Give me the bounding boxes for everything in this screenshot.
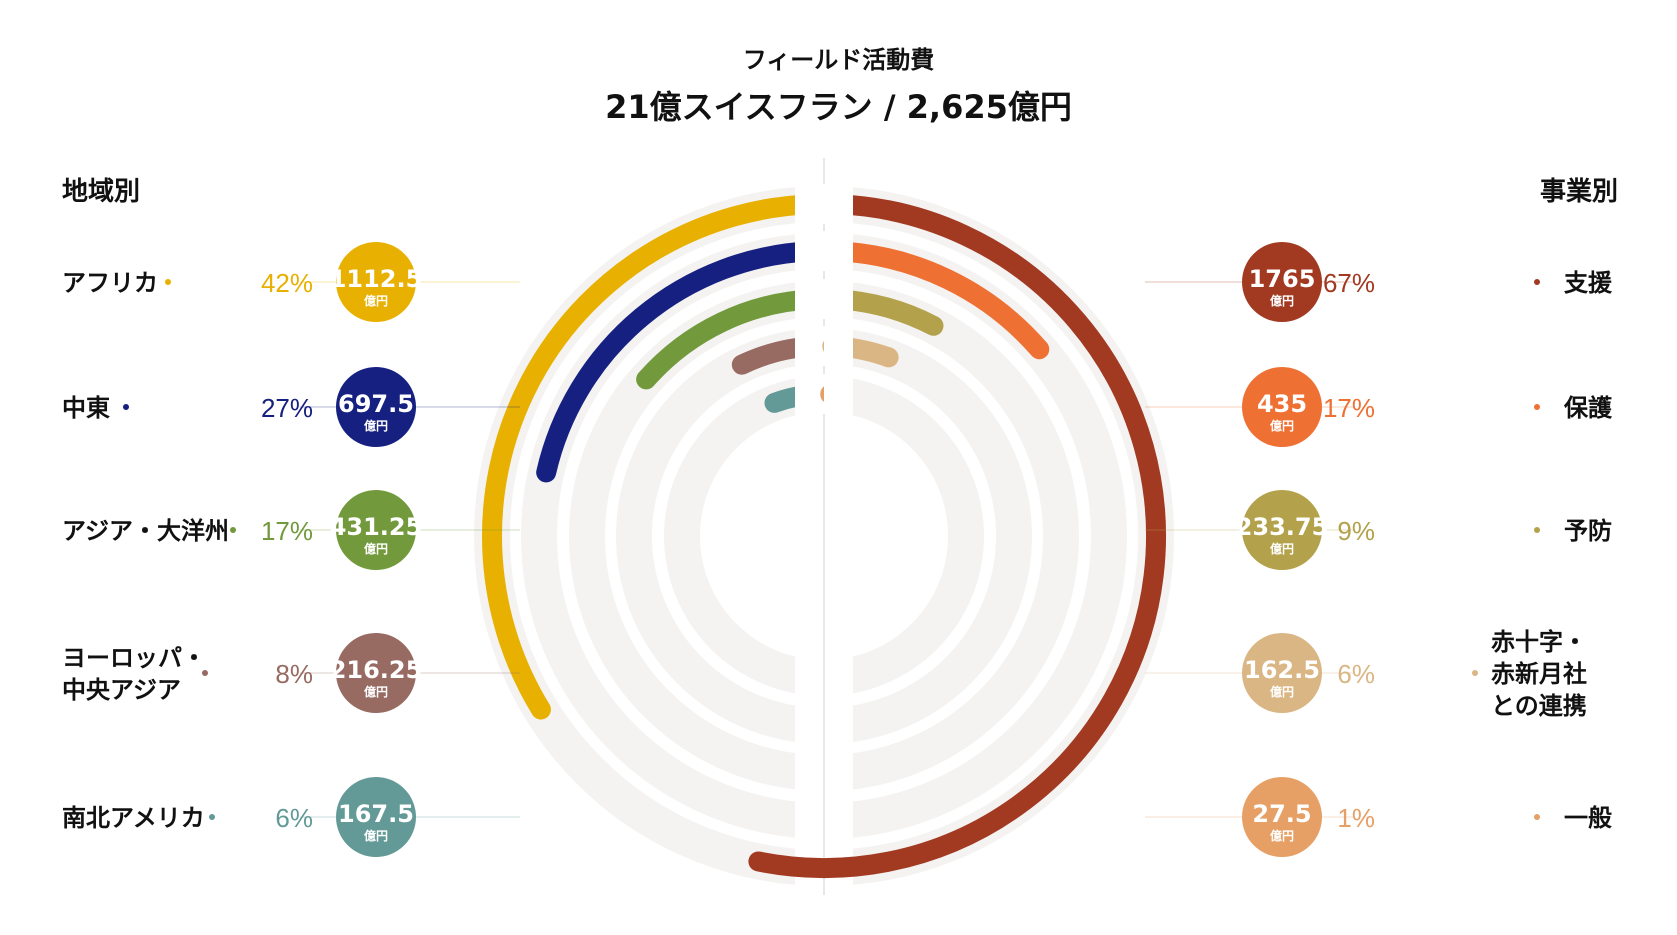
region-dot-1 (165, 279, 171, 285)
program-dot-4 (1472, 670, 1478, 676)
label-line: 中央アジア (62, 676, 181, 704)
region-value-bubble (336, 242, 416, 322)
program-value-bubble (1242, 633, 1322, 713)
region-label: ヨーロッパ・中央アジア (62, 644, 206, 704)
arc-cap-mask (795, 279, 824, 319)
label-line: との連携 (1491, 692, 1587, 720)
value-unit: 億円 (364, 684, 388, 699)
arc-cap-mask (824, 184, 853, 224)
arc-cap-mask (824, 231, 853, 271)
program-percent: 1% (1337, 803, 1375, 833)
label-line: 赤新月社 (1491, 660, 1587, 688)
region-value-bubble (336, 633, 416, 713)
value-unit: 億円 (364, 541, 388, 556)
arc-cap-mask (795, 326, 824, 366)
arc-cap-mask (795, 231, 824, 271)
program-percent: 9% (1337, 516, 1375, 546)
region-value-bubble (336, 367, 416, 447)
region-arc-1 (482, 194, 820, 720)
label-line: 中東 (62, 394, 110, 422)
arc-cap-mask (824, 326, 853, 366)
value-unit: 億円 (1270, 541, 1294, 556)
region-label: 中東 (62, 394, 110, 422)
region-value-bubble (336, 777, 416, 857)
chart-title: 21億スイスフラン / 2,625億円 (605, 88, 1072, 126)
program-value-bubble (1242, 490, 1322, 570)
program-dot-2 (1534, 404, 1540, 410)
program-label: 予防 (1564, 517, 1612, 545)
value-unit: 億円 (1270, 828, 1294, 843)
arc-cap-mask (795, 184, 824, 224)
region-percent: 6% (275, 803, 313, 833)
region-value: 431.25 (330, 513, 423, 541)
label-line: アフリカ (62, 269, 158, 297)
program-label: 赤十字・赤新月社との連携 (1491, 628, 1587, 720)
program-arc-1 (748, 194, 1166, 878)
program-dot-5 (1534, 814, 1540, 820)
value-unit: 億円 (364, 828, 388, 843)
program-label: 保護 (1563, 394, 1613, 422)
region-value: 216.25 (330, 656, 423, 684)
region-value: 697.5 (338, 390, 414, 418)
program-value-bubble (1242, 777, 1322, 857)
region-value: 1112.5 (330, 265, 423, 293)
arc-cap-mask (824, 374, 853, 414)
label-line: 赤十字・ (1491, 628, 1587, 656)
program-arc-2 (826, 241, 1050, 360)
value-unit: 億円 (1270, 418, 1294, 433)
arc-cap-mask (824, 279, 853, 319)
program-value: 162.5 (1244, 656, 1320, 684)
label-line: 保護 (1563, 394, 1613, 422)
program-value: 1765 (1249, 265, 1316, 293)
value-unit: 億円 (364, 418, 388, 433)
program-dot-3 (1534, 527, 1540, 533)
region-value-bubble (336, 490, 416, 570)
region-arc-2 (536, 241, 822, 483)
program-value: 435 (1257, 390, 1307, 418)
program-value: 27.5 (1252, 800, 1311, 828)
program-percent: 6% (1337, 659, 1375, 689)
region-dot-2 (123, 404, 129, 410)
program-value: 233.75 (1236, 513, 1329, 541)
value-unit: 億円 (1270, 684, 1294, 699)
region-label: アフリカ (62, 269, 158, 297)
region-label: 南北アメリカ (62, 804, 205, 832)
region-dot-3 (230, 527, 236, 533)
value-unit: 億円 (1270, 293, 1294, 308)
region-dot-5 (209, 814, 215, 820)
chart-subtitle: フィールド活動費 (742, 46, 935, 74)
label-line: アジア・大洋州 (62, 517, 229, 545)
region-dot-4 (202, 670, 208, 676)
region-percent: 42% (261, 268, 313, 298)
region-value: 167.5 (338, 800, 414, 828)
label-line: 支援 (1564, 269, 1613, 297)
region-percent: 17% (261, 516, 313, 546)
program-dot-1 (1534, 279, 1540, 285)
region-arc-3 (636, 289, 824, 390)
label-line: 南北アメリカ (62, 804, 205, 832)
program-percent: 67% (1323, 268, 1375, 298)
program-heading: 事業別 (1540, 177, 1618, 207)
program-percent: 17% (1323, 393, 1375, 423)
program-label: 一般 (1564, 804, 1612, 832)
region-heading: 地域別 (62, 177, 140, 207)
program-value-bubble (1242, 242, 1322, 322)
region-percent: 8% (275, 659, 313, 689)
value-unit: 億円 (364, 293, 388, 308)
label-line: ヨーロッパ・ (62, 644, 206, 672)
arc-cap-mask (795, 374, 824, 414)
region-label: アジア・大洋州 (62, 517, 229, 545)
region-percent: 27% (261, 393, 313, 423)
label-line: 一般 (1564, 804, 1612, 832)
program-label: 支援 (1564, 269, 1613, 297)
label-line: 予防 (1564, 517, 1612, 545)
program-value-bubble (1242, 367, 1322, 447)
